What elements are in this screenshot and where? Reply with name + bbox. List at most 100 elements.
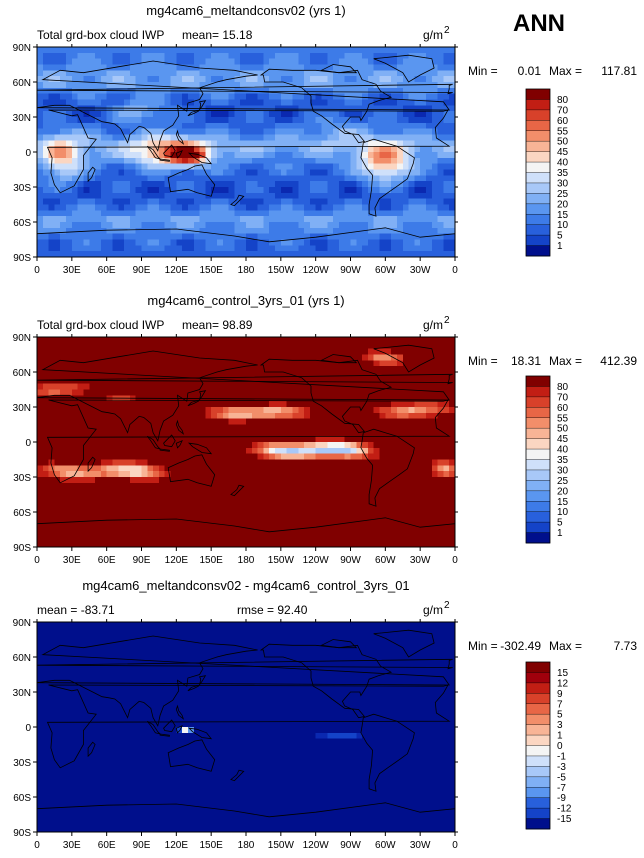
heatmap-cell <box>298 198 305 206</box>
heatmap-cell <box>60 111 67 118</box>
heatmap-cell <box>246 442 253 449</box>
heatmap-cell <box>425 175 433 182</box>
heatmap-cell <box>396 412 404 420</box>
heatmap-cell <box>449 169 456 176</box>
heatmap-cell <box>228 175 235 182</box>
heatmap-cell <box>71 447 79 455</box>
heatmap-cell <box>298 442 305 449</box>
heatmap-cell <box>118 187 125 194</box>
heatmap-cell <box>147 245 154 252</box>
heatmap-cell <box>48 181 56 188</box>
heatmap-cell <box>112 210 119 217</box>
heatmap-cell <box>182 488 189 496</box>
heatmap-cell <box>408 122 415 130</box>
heatmap-cell <box>216 383 224 391</box>
heatmap-cell <box>420 198 427 206</box>
heatmap-cell <box>100 512 108 519</box>
heatmap-cell <box>437 82 444 89</box>
heatmap-cell <box>153 222 160 229</box>
x-tick-label: 0 <box>34 265 40 276</box>
heatmap-cell <box>158 471 166 478</box>
heatmap-cell <box>147 412 154 420</box>
heatmap-cell <box>309 58 317 66</box>
heatmap-cell <box>170 128 177 136</box>
heatmap-cell <box>379 105 386 112</box>
heatmap-cell <box>37 163 44 171</box>
heatmap-cell <box>246 506 253 513</box>
heatmap-cell <box>315 430 323 437</box>
heatmap-cell <box>205 93 212 101</box>
heatmap-cell <box>269 453 276 461</box>
heatmap-cell <box>240 233 247 241</box>
heatmap-cell <box>257 140 265 147</box>
heatmap-cell <box>443 407 450 414</box>
heatmap-cell <box>66 430 73 437</box>
heatmap-cell <box>298 93 305 101</box>
heatmap-cell <box>269 465 276 472</box>
heatmap-cell <box>367 418 375 426</box>
heatmap-cell <box>42 198 50 206</box>
heatmap-cell <box>414 175 421 182</box>
heatmap-cell <box>425 389 433 396</box>
heatmap-cell <box>420 506 427 513</box>
heatmap-cell <box>425 87 433 95</box>
heatmap-cell <box>228 512 235 519</box>
heatmap-cell <box>211 47 218 54</box>
heatmap-cell <box>100 395 108 402</box>
heatmap-cell <box>292 430 299 437</box>
heatmap-cell <box>338 366 346 373</box>
heatmap-cell <box>298 210 305 217</box>
heatmap-cell <box>112 506 119 513</box>
heatmap-cell <box>408 395 415 402</box>
heatmap-cell <box>228 210 235 217</box>
heatmap-cell <box>199 482 206 490</box>
heatmap-cell <box>147 169 154 176</box>
heatmap-cell <box>141 418 148 426</box>
heatmap-cell <box>449 401 456 408</box>
heatmap-cell <box>304 70 311 77</box>
heatmap-cell <box>379 70 386 77</box>
heatmap-cell <box>356 372 363 379</box>
heatmap-cell <box>425 245 433 252</box>
heatmap-cell <box>54 192 61 200</box>
heatmap-cell <box>129 512 137 519</box>
heatmap-cell <box>234 122 241 130</box>
heatmap-cell <box>193 500 201 507</box>
heatmap-cell <box>112 216 119 223</box>
heatmap-cell <box>350 412 357 420</box>
heatmap-cell <box>327 366 334 373</box>
heatmap-cell <box>135 140 143 147</box>
heatmap-cell <box>95 58 102 66</box>
heatmap-cell <box>129 70 137 77</box>
heatmap-cell <box>396 111 404 118</box>
heatmap-cell <box>141 453 148 461</box>
heatmap-cell <box>408 47 415 54</box>
heatmap-cell <box>269 366 276 373</box>
heatmap-cell <box>100 251 108 258</box>
heatmap-cell <box>275 366 282 373</box>
heatmap-cell <box>414 447 421 455</box>
heatmap-cell <box>54 424 61 431</box>
heatmap-cell <box>309 245 317 252</box>
heatmap-cell <box>216 500 224 507</box>
heatmap-cell <box>298 251 305 258</box>
heatmap-cell <box>106 494 114 501</box>
heatmap-cell <box>66 366 73 373</box>
heatmap-cell <box>211 117 218 124</box>
heatmap-cell <box>60 512 67 519</box>
heatmap-cell <box>396 140 404 147</box>
heatmap-cell <box>164 227 172 235</box>
heatmap-cell <box>37 348 44 356</box>
heatmap-cell <box>292 146 299 153</box>
heatmap-cell <box>164 111 172 118</box>
heatmap-cell <box>246 47 253 54</box>
heatmap-cell <box>263 239 270 246</box>
heatmap-cell <box>344 122 352 130</box>
heatmap-cell <box>42 70 50 77</box>
heatmap-cell <box>431 366 439 373</box>
heatmap-cell <box>60 76 67 83</box>
heatmap-cell <box>414 181 421 188</box>
heatmap-cell <box>362 251 369 258</box>
heatmap-cell <box>344 140 352 147</box>
heatmap-cell <box>222 465 230 472</box>
